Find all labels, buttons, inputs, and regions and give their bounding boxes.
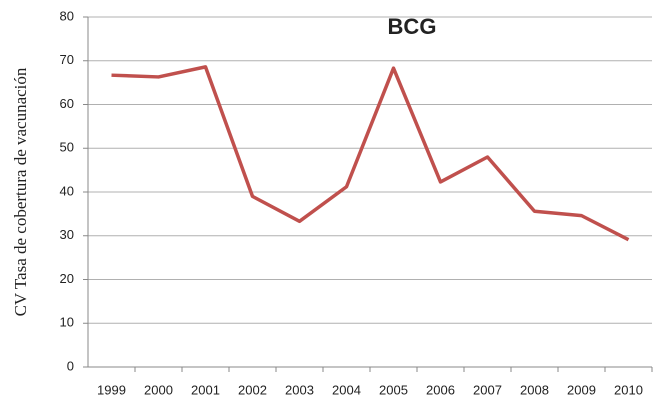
y-tick-label: 20 <box>60 271 74 286</box>
y-tick-label: 50 <box>60 140 74 155</box>
x-tick-label: 1999 <box>97 382 126 397</box>
y-tick-label: 40 <box>60 183 74 198</box>
x-tick-label: 2009 <box>567 382 596 397</box>
y-tick-label: 10 <box>60 315 74 330</box>
y-tick-label: 60 <box>60 96 74 111</box>
x-tick-label: 2005 <box>379 382 408 397</box>
x-tick-label: 2001 <box>191 382 220 397</box>
y-tick-label: 30 <box>60 227 74 242</box>
y-axis-label: CV Tasa de cobertura de vacunación <box>11 67 30 316</box>
x-tick-label: 2010 <box>614 382 643 397</box>
x-tick-label: 2008 <box>520 382 549 397</box>
x-tick-label: 2002 <box>238 382 267 397</box>
y-tick-label: 70 <box>60 52 74 67</box>
series-line <box>111 65 630 242</box>
y-tick-label: 0 <box>67 358 74 373</box>
y-tick-label: 80 <box>60 8 74 23</box>
x-tick-label: 2003 <box>285 382 314 397</box>
x-tick-label: 2000 <box>144 382 173 397</box>
chart-title: BCG <box>388 14 437 39</box>
x-tick-label: 2007 <box>473 382 502 397</box>
x-tick-label: 2004 <box>332 382 361 397</box>
x-tick-label: 2006 <box>426 382 455 397</box>
